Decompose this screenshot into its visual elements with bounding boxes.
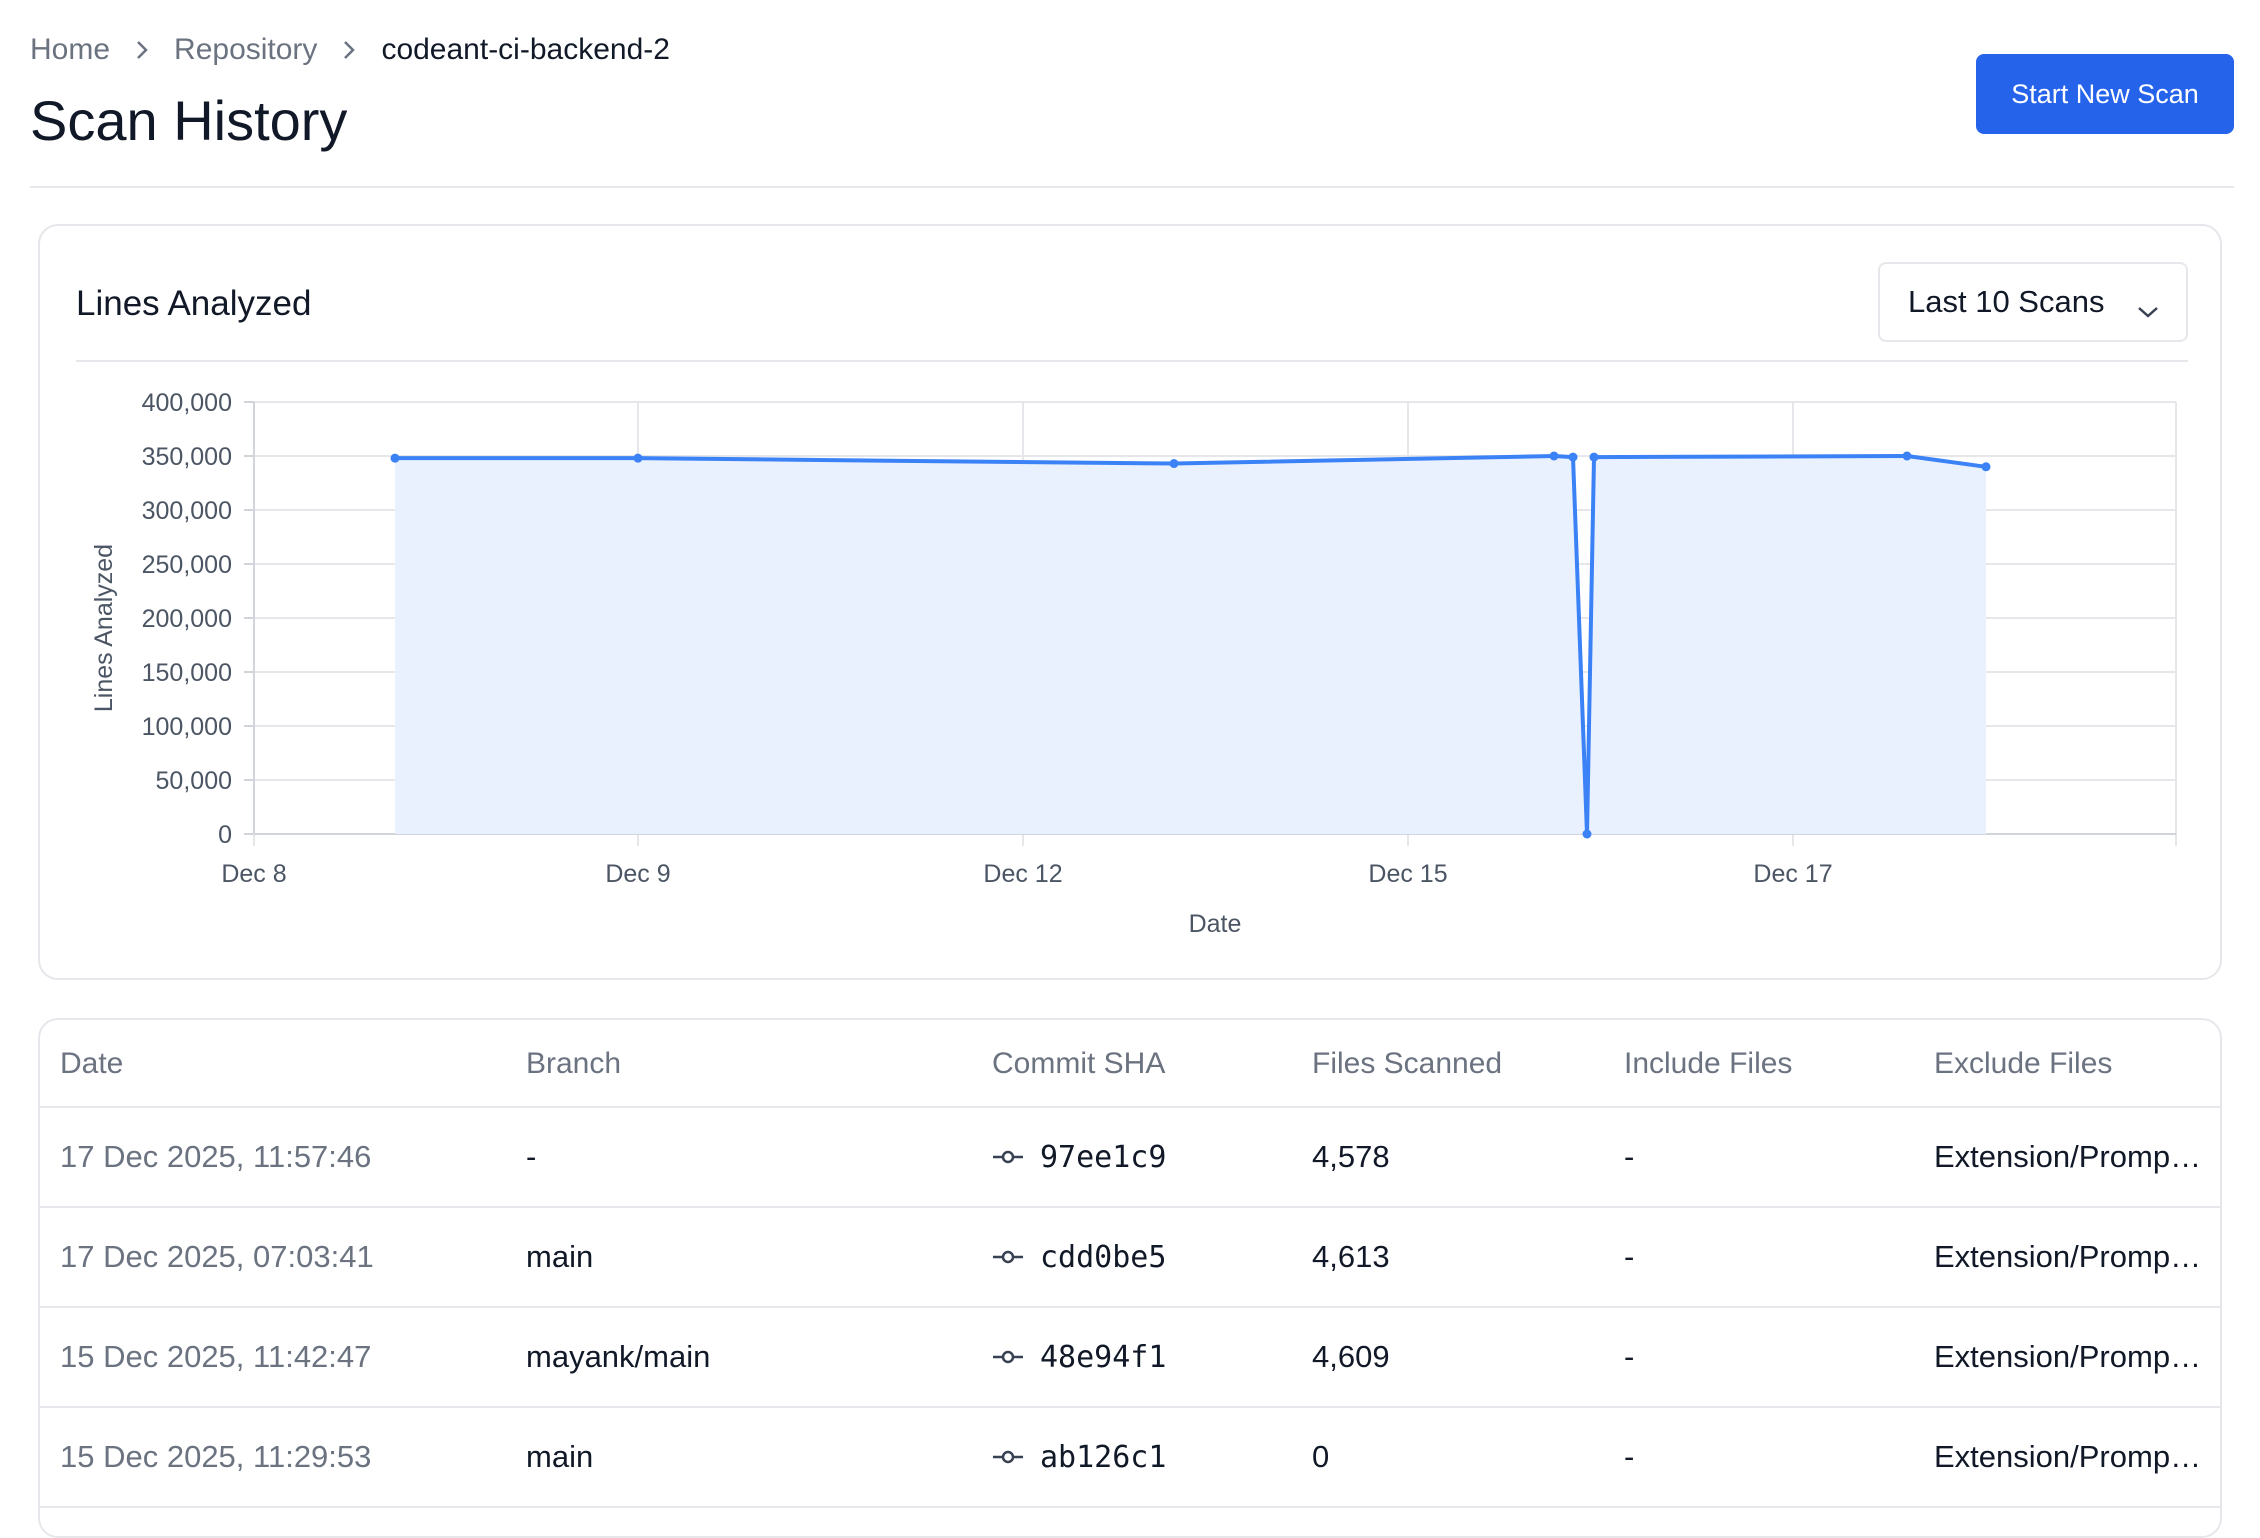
data-point[interactable] — [1169, 459, 1179, 469]
table-row[interactable]: 17 Dec 2025, 07:03:41 main cdd0be5 4,613… — [40, 1208, 2220, 1308]
column-header-branch[interactable]: Branch — [526, 1047, 622, 1080]
y-tick-label: 150,000 — [142, 659, 232, 687]
git-commit-icon — [992, 1149, 1024, 1165]
page-title: Scan History — [30, 89, 348, 152]
y-tick-label: 50,000 — [156, 767, 232, 795]
column-header-include-files[interactable]: Include Files — [1624, 1047, 1793, 1080]
exclude-files: Extension/Prompt... — [1934, 1439, 2204, 1474]
data-point[interactable] — [1902, 451, 1912, 461]
git-commit-icon — [992, 1249, 1024, 1265]
chevron-right-icon — [110, 39, 174, 61]
commit-sha-cell[interactable]: 48e94f1 — [992, 1308, 1166, 1406]
column-header-exclude-files[interactable]: Exclude Files — [1934, 1047, 2113, 1080]
files-scanned: 4,613 — [1312, 1239, 1390, 1274]
table-row[interactable]: 17 Dec 2025, 11:57:46 - 97ee1c9 4,578 - … — [40, 1108, 2220, 1208]
y-tick-label: 250,000 — [142, 551, 232, 579]
y-tick-label: 200,000 — [142, 605, 232, 633]
x-tick-label: Dec 9 — [605, 860, 670, 888]
table-row[interactable]: 15 Dec 2025, 11:29:53 main ab126c1 0 - E… — [40, 1408, 2220, 1508]
data-point[interactable] — [633, 453, 643, 463]
x-tick-label: Dec 17 — [1753, 860, 1832, 888]
scan-range-select[interactable]: Last 10 Scans — [1878, 262, 2188, 342]
breadcrumb-current-repo: codeant-ci-backend-2 — [381, 33, 670, 66]
x-tick-label: Dec 15 — [1368, 860, 1447, 888]
data-point[interactable] — [1589, 452, 1599, 462]
scan-branch: - — [526, 1139, 537, 1174]
chevron-right-icon — [317, 39, 381, 61]
breadcrumb: Home Repository codeant-ci-backend-2 — [30, 28, 670, 72]
chart-title: Lines Analyzed — [76, 284, 312, 323]
column-header-files-scanned[interactable]: Files Scanned — [1312, 1047, 1503, 1080]
series-area — [395, 456, 1986, 834]
table-row[interactable]: 15 Dec 2025, 11:42:47 mayank/main 48e94f… — [40, 1308, 2220, 1408]
y-tick-label: 350,000 — [142, 443, 232, 471]
y-axis-label: Lines Analyzed — [90, 544, 118, 712]
start-new-scan-button[interactable]: Start New Scan — [1976, 54, 2234, 134]
scan-branch: main — [526, 1239, 594, 1274]
git-commit-icon — [992, 1349, 1024, 1365]
commit-sha: 48e94f1 — [1040, 1339, 1167, 1375]
breadcrumb-home[interactable]: Home — [30, 33, 111, 66]
include-files: - — [1624, 1439, 1635, 1474]
commit-sha: 97ee1c9 — [1040, 1139, 1167, 1175]
exclude-files: Extension/Prompt... — [1934, 1139, 2204, 1174]
scan-branch: mayank/main — [526, 1339, 711, 1374]
include-files: - — [1624, 1239, 1635, 1274]
data-point[interactable] — [1549, 451, 1559, 461]
lines-analyzed-card: 0 50,000 100,000 150,000 200,000 250,000 300,0… — [38, 224, 2222, 980]
scan-date: 17 Dec 2025, 07:03:41 — [60, 1239, 374, 1274]
commit-sha-cell[interactable]: cdd0be5 — [992, 1208, 1166, 1306]
data-point[interactable] — [1582, 829, 1592, 839]
scan-date: 15 Dec 2025, 11:42:47 — [60, 1339, 372, 1374]
data-point[interactable] — [1568, 452, 1578, 462]
data-point[interactable] — [390, 453, 400, 463]
data-point[interactable] — [1981, 462, 1991, 472]
y-tick-label: 0 — [218, 821, 232, 849]
scan-date: 15 Dec 2025, 11:29:53 — [60, 1439, 372, 1474]
git-commit-icon — [992, 1449, 1024, 1465]
commit-sha-cell[interactable]: ab126c1 — [992, 1408, 1166, 1506]
x-axis-label: Date — [1189, 910, 1242, 938]
chevron-down-icon — [2136, 292, 2160, 328]
card-divider — [76, 360, 2188, 362]
exclude-files: Extension/Prompt... — [1934, 1239, 2204, 1274]
include-files: - — [1624, 1139, 1635, 1174]
column-header-date[interactable]: Date — [60, 1047, 124, 1080]
include-files: - — [1624, 1339, 1635, 1374]
y-tick-label: 100,000 — [142, 713, 232, 741]
files-scanned: 4,609 — [1312, 1339, 1390, 1374]
scan-branch: main — [526, 1439, 594, 1474]
column-header-commit-sha[interactable]: Commit SHA — [992, 1047, 1166, 1080]
commit-sha: ab126c1 — [1040, 1439, 1167, 1475]
scan-range-value: Last 10 Scans — [1908, 284, 2105, 319]
files-scanned: 4,578 — [1312, 1139, 1390, 1174]
scan-history-table: Date Branch Commit SHA Files Scanned Inc… — [38, 1018, 2222, 1538]
y-tick-label: 300,000 — [142, 497, 232, 525]
exclude-files: Extension/Prompt... — [1934, 1339, 2204, 1374]
header-divider — [30, 186, 2234, 188]
files-scanned: 0 — [1312, 1439, 1330, 1474]
x-tick-label: Dec 12 — [983, 860, 1062, 888]
lines-analyzed-chart: 0 50,000 100,000 150,000 200,000 250,000 300,0… — [90, 389, 2177, 938]
commit-sha-cell[interactable]: 97ee1c9 — [992, 1108, 1166, 1206]
x-tick-label: Dec 8 — [221, 860, 286, 888]
breadcrumb-repository[interactable]: Repository — [174, 33, 318, 66]
y-tick-label: 400,000 — [142, 389, 232, 417]
commit-sha: cdd0be5 — [1040, 1239, 1167, 1275]
table-header: Date Branch Commit SHA Files Scanned Inc… — [40, 1020, 2220, 1108]
scan-date: 17 Dec 2025, 11:57:46 — [60, 1139, 372, 1174]
